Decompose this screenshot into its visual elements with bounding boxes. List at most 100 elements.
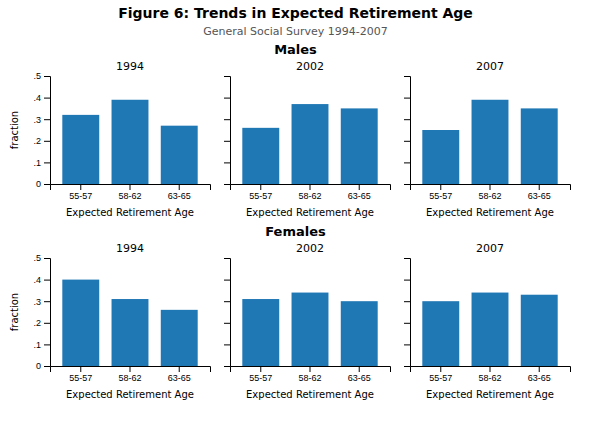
y-tick-mark	[224, 323, 230, 324]
y-tick	[404, 301, 410, 302]
y-tick-mark	[44, 119, 50, 120]
y-axis	[404, 259, 411, 367]
y-tick	[404, 344, 410, 345]
x-tick-label: 63-65	[348, 373, 371, 383]
y-tick	[404, 162, 410, 163]
y-tick: .1	[33, 158, 50, 168]
x-tick: 55-57	[429, 366, 452, 383]
y-tick: .1	[33, 340, 50, 350]
y-tick-mark	[404, 366, 410, 367]
bars	[242, 104, 377, 184]
x-tick-mark	[310, 184, 311, 190]
x-tick-mark	[130, 366, 131, 372]
bars	[62, 100, 197, 184]
x-tick: 58-62	[118, 184, 141, 201]
y-tick: .5	[33, 71, 50, 81]
x-axis: 55-5758-6263-65	[411, 366, 571, 383]
x-tick-mark	[440, 366, 441, 372]
y-tick	[404, 323, 410, 324]
y-tick-mark	[44, 301, 50, 302]
y-tick: .4	[33, 93, 50, 103]
bar	[341, 108, 378, 184]
y-tick-mark	[44, 344, 50, 345]
y-tick-mark	[44, 366, 50, 367]
y-tick	[404, 141, 410, 142]
x-tick-label: 55-57	[69, 373, 92, 383]
x-tick-mark	[490, 366, 491, 372]
x-tick-label: 55-57	[249, 373, 272, 383]
y-tick-mark	[44, 280, 50, 281]
x-tick: 58-62	[298, 184, 321, 201]
y-tick	[224, 141, 230, 142]
group-title: Females	[265, 224, 326, 239]
bars	[422, 100, 557, 184]
y-tick	[224, 98, 230, 99]
panel: 1994 55-57 58-62 63-65 0 .1 .2 .3 .4 .5 Expected R…	[9, 242, 211, 400]
x-axis: 55-5758-6263-65	[231, 184, 391, 201]
y-axis	[224, 77, 231, 185]
y-tick-label: .3	[33, 115, 41, 125]
y-tick-mark	[404, 119, 410, 120]
bar	[112, 100, 149, 184]
y-tick: .3	[33, 297, 50, 307]
bars	[422, 293, 557, 366]
x-axis-title: Expected Retirement Age	[66, 207, 194, 218]
x-axis-line	[51, 185, 211, 191]
y-tick-label: .4	[33, 93, 41, 103]
y-tick-mark	[224, 301, 230, 302]
y-tick-mark	[224, 344, 230, 345]
panel-title: 1994	[116, 242, 144, 255]
y-tick: .3	[33, 115, 50, 125]
x-tick-label: 55-57	[429, 191, 452, 201]
x-tick: 63-65	[168, 366, 191, 383]
panel-title: 2007	[476, 242, 504, 255]
x-axis-title: Expected Retirement Age	[66, 389, 194, 400]
x-tick: 58-62	[298, 366, 321, 383]
y-tick-mark	[404, 344, 410, 345]
bar	[521, 295, 558, 366]
y-tick-mark	[404, 141, 410, 142]
y-tick-label: .2	[33, 318, 41, 328]
x-axis-line	[411, 185, 571, 191]
x-tick-label: 58-62	[478, 191, 501, 201]
x-tick-label: 58-62	[298, 191, 321, 201]
x-axis-title: Expected Retirement Age	[426, 389, 554, 400]
y-tick-label: .5	[33, 253, 41, 263]
x-axis-title: Expected Retirement Age	[246, 207, 374, 218]
y-tick	[224, 119, 230, 120]
y-axis-line	[224, 259, 231, 367]
y-tick	[224, 162, 230, 163]
y-tick-mark	[44, 76, 50, 77]
x-tick-mark	[260, 366, 261, 372]
y-tick-mark	[224, 184, 230, 185]
y-tick-label: .1	[33, 158, 41, 168]
bars	[62, 280, 197, 366]
y-tick	[224, 323, 230, 324]
title: Figure 6: Trends in Expected Retirement …	[118, 5, 473, 21]
y-axis-line	[224, 77, 231, 185]
x-tick-label: 63-65	[528, 373, 551, 383]
group-title: Males	[274, 42, 317, 57]
y-tick: .2	[33, 318, 50, 328]
y-tick-label: .2	[33, 136, 41, 146]
y-tick-mark	[44, 184, 50, 185]
y-tick-label: .4	[33, 275, 41, 285]
x-tick-label: 58-62	[298, 373, 321, 383]
x-tick-mark	[359, 366, 360, 372]
y-tick: .4	[33, 275, 50, 285]
subtitle: General Social Survey 1994-2007	[203, 25, 388, 38]
y-axis-line	[44, 77, 51, 185]
x-axis: 55-57 58-62 63-65	[411, 184, 571, 201]
bar	[521, 108, 558, 184]
y-tick	[404, 258, 410, 259]
x-axis-line	[231, 367, 391, 373]
x-tick-mark	[310, 366, 311, 372]
y-tick-mark	[224, 258, 230, 259]
y-tick-label: 0	[36, 361, 41, 371]
y-tick: 0	[36, 361, 50, 371]
x-tick: 58-62	[118, 366, 141, 383]
x-tick: 63-65	[528, 184, 551, 201]
y-tick: 0	[36, 179, 50, 189]
x-axis-title: Expected Retirement Age	[426, 207, 554, 218]
bar	[422, 130, 459, 184]
